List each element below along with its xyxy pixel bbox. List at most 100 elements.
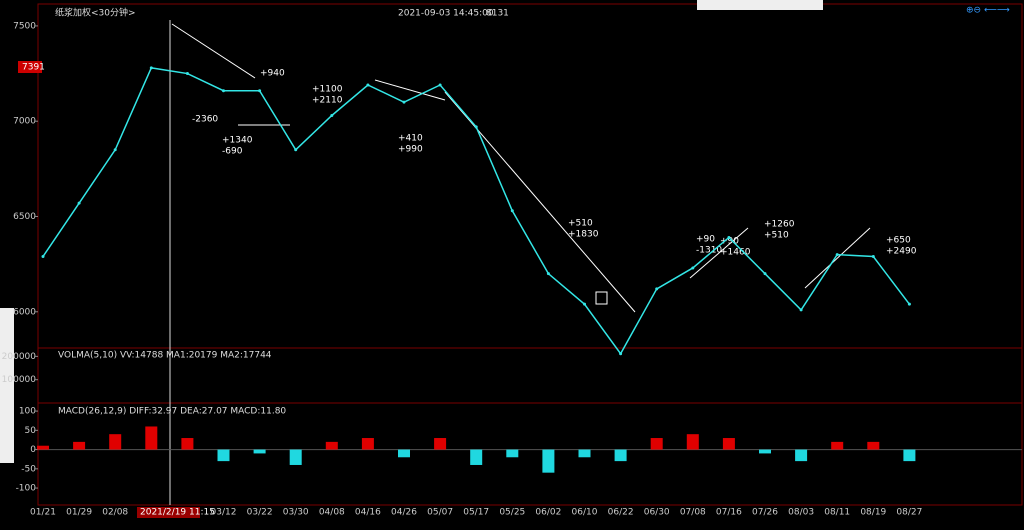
price-point bbox=[619, 352, 623, 356]
macd-bar bbox=[109, 434, 122, 450]
cursor-time: 2021-09-03 14:45:00 bbox=[398, 9, 494, 19]
annotation: +650 bbox=[886, 236, 911, 246]
y-tick-label: 7500 bbox=[13, 21, 36, 31]
annotation: +510 bbox=[764, 231, 789, 241]
y-tick-label: -50 bbox=[21, 464, 36, 474]
left-toolbar[interactable] bbox=[0, 308, 14, 463]
price-point bbox=[438, 83, 442, 87]
macd-bar bbox=[867, 441, 880, 450]
macd-bar bbox=[37, 445, 49, 450]
y-tick-label: 7000 bbox=[13, 117, 36, 127]
x-tick-label: 01/21 bbox=[30, 508, 56, 518]
macd-title: MACD(26,12,9) DIFF:32.97 DEA:27.07 MACD:… bbox=[58, 407, 286, 417]
x-tick-label: 08/27 bbox=[896, 508, 922, 518]
macd-bar bbox=[722, 438, 735, 450]
macd-bar bbox=[614, 449, 627, 462]
volume-title: VOLMA(5,10) VV:14788 MA1:20179 MA2:17744 bbox=[58, 351, 272, 361]
macd-bar bbox=[831, 441, 844, 450]
macd-bar bbox=[795, 449, 808, 462]
annotation: -690 bbox=[222, 147, 243, 157]
cursor-date: 2021/2/19 11:15 bbox=[140, 508, 215, 518]
y-tick-label: 50 bbox=[25, 426, 37, 436]
annotation: +90 bbox=[696, 235, 715, 245]
x-tick-label: 03/30 bbox=[283, 508, 309, 518]
macd-bar bbox=[903, 449, 916, 462]
annotation: +90 bbox=[720, 237, 739, 247]
macd-bar bbox=[253, 449, 266, 454]
toolbar[interactable] bbox=[697, 0, 823, 10]
y-tick-label: 100000 bbox=[2, 375, 37, 385]
y-tick-label: 200000 bbox=[2, 352, 37, 362]
x-tick-label: 06/02 bbox=[535, 508, 561, 518]
annotations: -2360 +940 +1100 +2110 +1340 -690 +410 +… bbox=[192, 69, 917, 258]
price-point bbox=[835, 253, 839, 257]
price-point bbox=[77, 201, 81, 205]
price-point bbox=[366, 83, 370, 87]
price-point bbox=[41, 255, 45, 259]
x-tick-label: 07/08 bbox=[680, 508, 706, 518]
price-point bbox=[113, 148, 117, 152]
zoom-icons[interactable]: ⊕⊖ ⟵⟶ bbox=[966, 6, 1010, 16]
macd-bar bbox=[759, 449, 771, 454]
price-point bbox=[474, 125, 478, 129]
x-tick-label: 06/22 bbox=[608, 508, 634, 518]
price-point bbox=[691, 266, 695, 270]
x-tick-label: 06/10 bbox=[572, 508, 598, 518]
x-tick-label: 02/08 bbox=[102, 508, 128, 518]
annotation: -2360 bbox=[192, 115, 218, 125]
macd-bar bbox=[361, 438, 374, 450]
title: 纸浆加权<30分钟> bbox=[55, 7, 136, 19]
cursor-value: 8131 bbox=[486, 9, 509, 19]
price-point bbox=[510, 209, 514, 213]
x-tick-label: 08/11 bbox=[824, 508, 850, 518]
annotation: +2110 bbox=[312, 96, 343, 106]
price-point bbox=[258, 89, 262, 93]
marker-box bbox=[595, 291, 608, 305]
last-price-box bbox=[18, 61, 42, 73]
price-point bbox=[763, 272, 767, 276]
annotation: +1340 bbox=[222, 136, 253, 146]
x-tick-label: 05/07 bbox=[427, 508, 453, 518]
macd-bar bbox=[289, 449, 302, 465]
price-point bbox=[294, 148, 298, 152]
price-point bbox=[655, 287, 659, 291]
price-point bbox=[907, 302, 911, 306]
macd-bar bbox=[325, 441, 338, 450]
price-point bbox=[222, 89, 225, 93]
macd-bar bbox=[434, 438, 447, 450]
annotation: +990 bbox=[398, 145, 423, 155]
x-tick-label: 04/16 bbox=[355, 508, 381, 518]
macd-bar bbox=[470, 449, 483, 465]
y-tick-label: 100 bbox=[19, 407, 36, 417]
macd-bar bbox=[578, 449, 591, 458]
price-point bbox=[583, 302, 586, 306]
macd-bar bbox=[73, 441, 86, 450]
last-price: 7391 bbox=[22, 63, 45, 73]
x-tick-label: 05/17 bbox=[463, 508, 489, 518]
annotation: +1260 bbox=[764, 220, 795, 230]
annotation: +1460 bbox=[720, 248, 751, 258]
macd-bar bbox=[542, 449, 555, 473]
macd-bar bbox=[398, 449, 410, 458]
x-tick-label: 05/25 bbox=[499, 508, 525, 518]
x-tick-label: 04/26 bbox=[391, 508, 417, 518]
x-tick-label: 01/29 bbox=[66, 508, 92, 518]
annotation: -1310 bbox=[696, 246, 722, 256]
macd-bar bbox=[506, 449, 519, 458]
annotation: +940 bbox=[260, 69, 285, 79]
macd-bar bbox=[686, 434, 699, 450]
price-point bbox=[149, 66, 153, 70]
annotation: +2490 bbox=[886, 247, 917, 257]
macd-bar bbox=[650, 438, 663, 450]
price-point bbox=[185, 72, 189, 76]
price-point bbox=[330, 113, 334, 117]
price-point bbox=[799, 308, 803, 312]
annotation: +510 bbox=[568, 219, 593, 229]
y-tick-label: -100 bbox=[16, 484, 37, 494]
macd-bar bbox=[145, 426, 158, 450]
x-tick-label: 07/16 bbox=[716, 508, 742, 518]
price-point bbox=[727, 235, 731, 239]
macd-bar bbox=[217, 449, 230, 462]
